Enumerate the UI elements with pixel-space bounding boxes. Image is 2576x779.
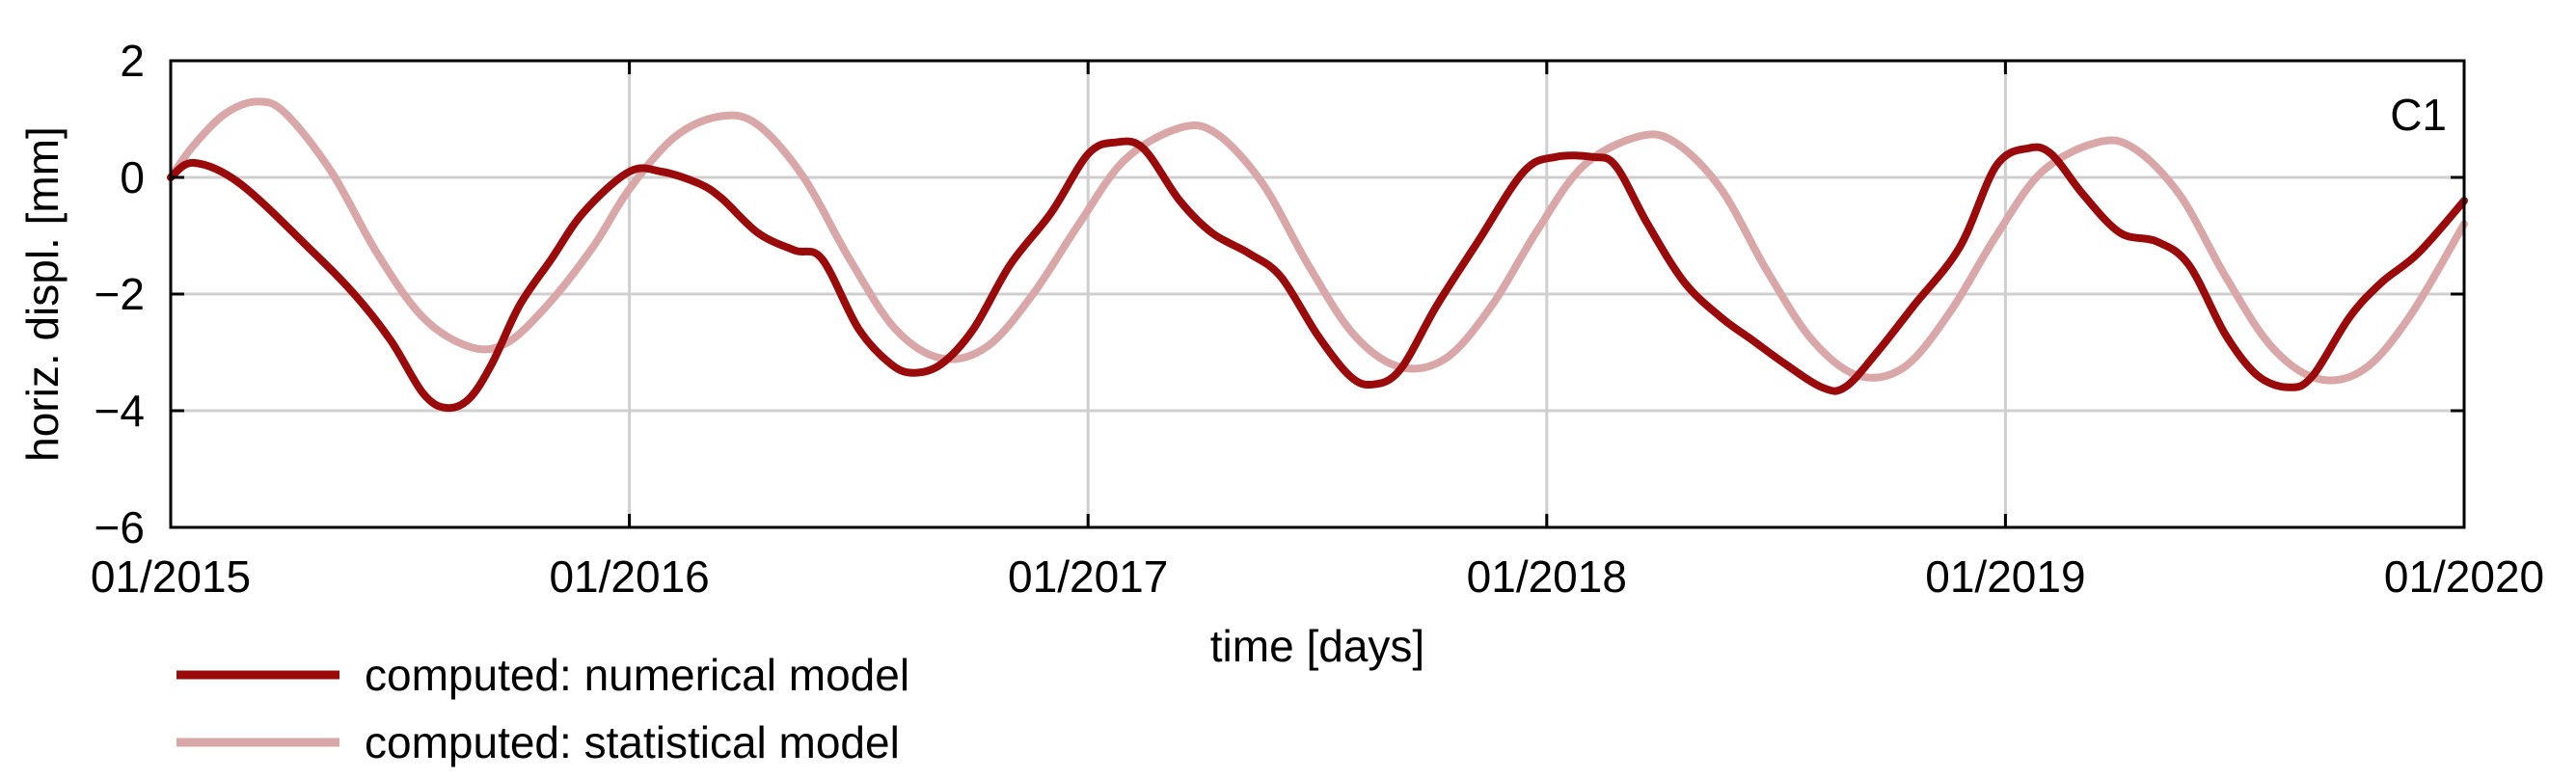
x-tick-label: 01/2017 bbox=[1008, 551, 1168, 602]
x-tick-label: 01/2015 bbox=[91, 551, 251, 602]
legend-label-statistical-model: computed: statistical model bbox=[365, 717, 900, 767]
grid-lines bbox=[169, 59, 2466, 529]
x-tick-labels: 01/2015 01/2016 01/2017 01/2018 01/2019 01/20… bbox=[91, 551, 2544, 602]
y-axis-title: horiz. displ. [mm] bbox=[17, 126, 68, 462]
panel-label: C1 bbox=[2390, 90, 2447, 140]
x-axis-title: time [days] bbox=[1210, 621, 1424, 671]
y-tick-labels: 2 0 −2 −4 −6 bbox=[95, 36, 145, 552]
y-tick-label: −6 bbox=[95, 502, 145, 552]
x-tick-label: 01/2016 bbox=[549, 551, 709, 602]
legend: computed: numerical model computed: stat… bbox=[176, 650, 909, 767]
y-tick-label: −2 bbox=[95, 269, 145, 319]
tick-marks bbox=[169, 59, 2466, 529]
x-tick-label: 01/2018 bbox=[1467, 551, 1627, 602]
y-tick-label: 2 bbox=[120, 36, 145, 86]
y-tick-label: 0 bbox=[120, 152, 145, 202]
x-tick-label: 01/2020 bbox=[2384, 551, 2544, 602]
series-layer bbox=[167, 97, 2468, 413]
series-line-numerical-model bbox=[167, 137, 2468, 413]
legend-label-numerical-model: computed: numerical model bbox=[365, 650, 909, 700]
y-tick-label: −4 bbox=[95, 386, 145, 436]
x-tick-label: 01/2019 bbox=[1925, 551, 2085, 602]
